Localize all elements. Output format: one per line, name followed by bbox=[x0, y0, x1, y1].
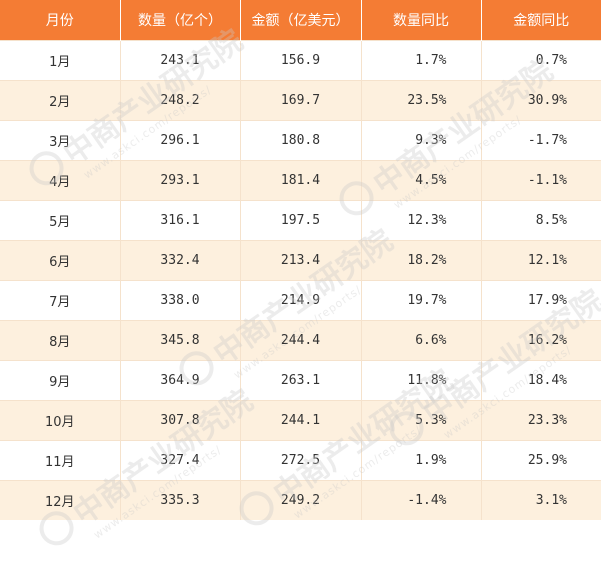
table-row: 10月 307.8 244.1 5.3% 23.3% bbox=[0, 399, 601, 440]
cell-amount-yoy: 16.2% bbox=[481, 319, 601, 360]
header-month: 月份 bbox=[0, 0, 121, 40]
cell-month: 10月 bbox=[0, 399, 121, 440]
cell-month: 1月 bbox=[0, 39, 121, 80]
header-quantity-yoy: 数量同比 bbox=[361, 0, 482, 40]
cell-amount-yoy: 25.9% bbox=[481, 439, 601, 480]
cell-quantity-yoy: 11.8% bbox=[361, 359, 482, 400]
header-amount-yoy: 金额同比 bbox=[481, 0, 601, 40]
cell-quantity: 327.4 bbox=[120, 439, 241, 480]
cell-quantity: 332.4 bbox=[120, 239, 241, 280]
table-row: 2月 248.2 169.7 23.5% 30.9% bbox=[0, 79, 601, 120]
cell-amount: 180.8 bbox=[240, 119, 362, 160]
cell-amount: 197.5 bbox=[240, 199, 362, 240]
table-row: 5月 316.1 197.5 12.3% 8.5% bbox=[0, 199, 601, 240]
data-table: 月份 数量（亿个） 金额（亿美元） 数量同比 金额同比 1月 243.1 156.9… bbox=[0, 0, 601, 520]
header-row: 月份 数量（亿个） 金额（亿美元） 数量同比 金额同比 bbox=[0, 0, 601, 40]
cell-quantity: 307.8 bbox=[120, 399, 241, 440]
table-row: 1月 243.1 156.9 1.7% 0.7% bbox=[0, 39, 601, 80]
page: 月份 数量（亿个） 金额（亿美元） 数量同比 金额同比 1月 243.1 156.9… bbox=[0, 0, 601, 552]
cell-quantity-yoy: 4.5% bbox=[361, 159, 482, 200]
cell-amount: 244.4 bbox=[240, 319, 362, 360]
cell-amount: 263.1 bbox=[240, 359, 362, 400]
cell-amount-yoy: 18.4% bbox=[481, 359, 601, 400]
cell-quantity: 364.9 bbox=[120, 359, 241, 400]
cell-amount-yoy: 30.9% bbox=[481, 79, 601, 120]
cell-quantity-yoy: 5.3% bbox=[361, 399, 482, 440]
cell-amount: 181.4 bbox=[240, 159, 362, 200]
header-quantity: 数量（亿个） bbox=[120, 0, 241, 40]
header-amount: 金额（亿美元） bbox=[240, 0, 362, 40]
cell-month: 8月 bbox=[0, 319, 121, 360]
cell-amount-yoy: 3.1% bbox=[481, 479, 601, 520]
cell-amount: 244.1 bbox=[240, 399, 362, 440]
cell-month: 12月 bbox=[0, 479, 121, 520]
cell-quantity: 248.2 bbox=[120, 79, 241, 120]
cell-month: 6月 bbox=[0, 239, 121, 280]
cell-amount: 272.5 bbox=[240, 439, 362, 480]
cell-amount-yoy: 12.1% bbox=[481, 239, 601, 280]
table-row: 11月 327.4 272.5 1.9% 25.9% bbox=[0, 439, 601, 480]
cell-quantity: 293.1 bbox=[120, 159, 241, 200]
cell-amount-yoy: 8.5% bbox=[481, 199, 601, 240]
table-row: 6月 332.4 213.4 18.2% 12.1% bbox=[0, 239, 601, 280]
cell-quantity: 338.0 bbox=[120, 279, 241, 320]
table-body: 1月 243.1 156.9 1.7% 0.7% 2月 248.2 169.7 23.5% 30.… bbox=[0, 39, 601, 520]
cell-month: 5月 bbox=[0, 199, 121, 240]
cell-amount-yoy: 17.9% bbox=[481, 279, 601, 320]
cell-quantity-yoy: 1.9% bbox=[361, 439, 482, 480]
table-row: 8月 345.8 244.4 6.6% 16.2% bbox=[0, 319, 601, 360]
cell-quantity-yoy: 18.2% bbox=[361, 239, 482, 280]
cell-quantity-yoy: 9.3% bbox=[361, 119, 482, 160]
cell-month: 3月 bbox=[0, 119, 121, 160]
cell-month: 4月 bbox=[0, 159, 121, 200]
cell-amount: 156.9 bbox=[240, 39, 362, 80]
cell-quantity-yoy: 12.3% bbox=[361, 199, 482, 240]
cell-month: 7月 bbox=[0, 279, 121, 320]
cell-amount: 169.7 bbox=[240, 79, 362, 120]
table-row: 9月 364.9 263.1 11.8% 18.4% bbox=[0, 359, 601, 400]
cell-quantity-yoy: -1.4% bbox=[361, 479, 482, 520]
cell-quantity: 335.3 bbox=[120, 479, 241, 520]
cell-amount-yoy: 0.7% bbox=[481, 39, 601, 80]
cell-amount: 213.4 bbox=[240, 239, 362, 280]
cell-amount-yoy: 23.3% bbox=[481, 399, 601, 440]
table-row: 3月 296.1 180.8 9.3% -1.7% bbox=[0, 119, 601, 160]
cell-quantity: 345.8 bbox=[120, 319, 241, 360]
cell-quantity-yoy: 23.5% bbox=[361, 79, 482, 120]
table-row: 4月 293.1 181.4 4.5% -1.1% bbox=[0, 159, 601, 200]
cell-amount-yoy: -1.1% bbox=[481, 159, 601, 200]
cell-quantity-yoy: 19.7% bbox=[361, 279, 482, 320]
cell-quantity: 243.1 bbox=[120, 39, 241, 80]
cell-month: 11月 bbox=[0, 439, 121, 480]
cell-month: 2月 bbox=[0, 79, 121, 120]
cell-quantity-yoy: 1.7% bbox=[361, 39, 482, 80]
cell-quantity: 316.1 bbox=[120, 199, 241, 240]
cell-amount: 249.2 bbox=[240, 479, 362, 520]
table-row: 7月 338.0 214.9 19.7% 17.9% bbox=[0, 279, 601, 320]
cell-amount-yoy: -1.7% bbox=[481, 119, 601, 160]
cell-amount: 214.9 bbox=[240, 279, 362, 320]
cell-month: 9月 bbox=[0, 359, 121, 400]
table-row: 12月 335.3 249.2 -1.4% 3.1% bbox=[0, 479, 601, 520]
cell-quantity: 296.1 bbox=[120, 119, 241, 160]
cell-quantity-yoy: 6.6% bbox=[361, 319, 482, 360]
